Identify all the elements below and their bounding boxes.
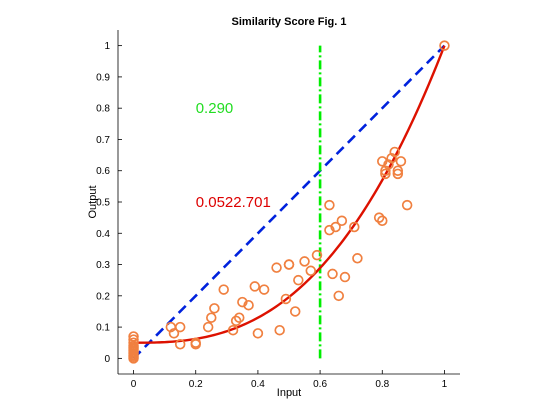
data-point	[324, 199, 335, 211]
data-point	[258, 284, 270, 295]
data-point	[128, 353, 139, 364]
data-point	[389, 146, 400, 158]
x-tick-label: 0.4	[251, 379, 265, 390]
data-point	[401, 199, 413, 211]
data-point	[230, 315, 242, 327]
y-tick-label: 0	[104, 354, 110, 365]
data-point	[311, 249, 323, 261]
data-point	[174, 339, 186, 350]
data-point	[330, 221, 341, 233]
data-point	[293, 274, 304, 286]
data-point	[373, 212, 385, 223]
data-point	[352, 253, 363, 264]
fit-curve-line	[133, 45, 446, 344]
y-tick-label: 0.8	[96, 104, 110, 115]
x-axis-label: Input	[277, 387, 301, 399]
data-point	[377, 215, 388, 227]
y-tick-label: 0.2	[96, 291, 110, 302]
data-point	[395, 156, 407, 167]
data-point	[386, 152, 397, 164]
lines-layer	[132, 44, 446, 360]
y-tick-label: 0.9	[96, 72, 110, 83]
y-tick-label: 0.7	[96, 135, 110, 146]
y-tick-label: 0.3	[96, 260, 110, 271]
y-tick-label: 0.6	[96, 166, 110, 177]
data-point	[206, 312, 217, 323]
y-tick-label: 1	[104, 41, 110, 52]
data-point	[280, 293, 292, 305]
x-ticks: 0 0.2 0.4 0.6 0.8 1	[131, 370, 448, 390]
points-layer	[128, 40, 450, 364]
data-point	[305, 265, 317, 277]
data-point	[274, 324, 285, 336]
data-point	[249, 281, 261, 292]
data-point	[234, 312, 245, 323]
y-axis-label: Output	[87, 185, 99, 218]
data-point	[324, 224, 335, 236]
data-point	[237, 296, 248, 308]
data-point	[392, 168, 404, 180]
data-point	[252, 328, 264, 339]
data-point	[380, 168, 391, 180]
data-point	[289, 306, 301, 317]
data-point	[349, 221, 360, 233]
data-point	[299, 256, 310, 267]
x-tick-label: 0	[131, 379, 137, 390]
annotation-label: 0.0522.701	[196, 194, 271, 211]
chart-title: Similarity Score Fig. 1	[232, 16, 347, 28]
data-point	[218, 284, 229, 295]
data-point	[377, 156, 388, 167]
identity-line	[132, 44, 446, 360]
x-tick-label: 0.6	[313, 379, 327, 390]
data-point	[190, 339, 201, 350]
data-point	[339, 271, 351, 283]
x-tick-label: 1	[442, 379, 448, 390]
x-tick-label: 0.8	[375, 379, 389, 390]
data-point	[336, 215, 348, 227]
data-point	[174, 321, 186, 333]
y-tick-label: 0.5	[96, 198, 110, 209]
annotation-label: 0.290	[196, 100, 234, 117]
data-point	[439, 40, 450, 51]
data-point	[327, 268, 338, 280]
data-point	[380, 165, 391, 176]
data-point	[209, 303, 220, 314]
data-point	[283, 259, 295, 270]
data-point	[243, 299, 254, 311]
data-point	[168, 328, 180, 339]
data-point	[383, 159, 394, 170]
data-point	[271, 262, 282, 273]
annotations: 0.290 0.0522.701	[196, 100, 271, 211]
data-point	[227, 324, 239, 336]
y-tick-label: 0.1	[96, 323, 110, 334]
data-point	[333, 290, 344, 302]
x-tick-label: 0.2	[189, 379, 203, 390]
y-tick-label: 0.4	[96, 229, 110, 240]
y-ticks: 0 0.1 0.2 0.3 0.4 0.5 0.6 0.7 0.8 0.9 1	[96, 41, 122, 365]
data-point	[202, 321, 214, 333]
data-point	[392, 165, 404, 176]
